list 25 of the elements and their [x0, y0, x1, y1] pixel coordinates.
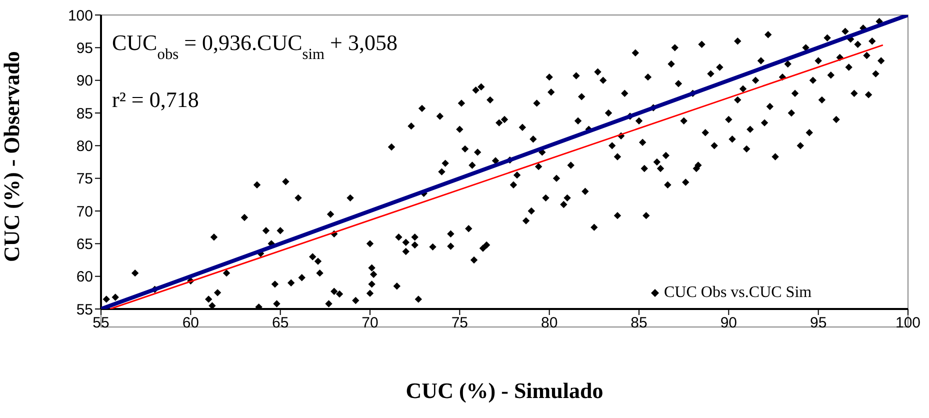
- x-tick-label: 80: [540, 314, 558, 332]
- y-tick-label: 80: [76, 138, 93, 155]
- x-tick-label: 55: [92, 314, 110, 332]
- x-tick-label: 85: [630, 314, 648, 332]
- y-tick-label: 65: [76, 236, 93, 253]
- y-tick-label: 70: [76, 203, 93, 220]
- legend-label: CUC Obs vs.CUC Sim: [663, 284, 813, 302]
- y-tick-label: 90: [76, 72, 93, 90]
- y-tick-label: 85: [76, 105, 93, 122]
- x-tick-label: 70: [362, 314, 378, 332]
- x-tick-label: 65: [272, 314, 289, 332]
- x-tick-label: 95: [810, 314, 827, 332]
- x-tick-label: 90: [720, 314, 738, 332]
- y-axis-title: CUC (%) - Observado: [0, 51, 24, 262]
- y-tick-label: 95: [76, 40, 93, 57]
- x-tick-label: 75: [451, 314, 468, 332]
- y-tick-label: 75: [76, 170, 93, 188]
- annotation: r² = 0,718: [112, 87, 199, 112]
- y-tick-label: 60: [76, 268, 93, 286]
- x-axis-title: CUC (%) - Simulado: [406, 378, 604, 403]
- x-tick-label: 100: [895, 314, 921, 332]
- annotation: CUC$_{obs}$ = 0,936.CUC$_{sim}$ + 3,058: [112, 30, 398, 62]
- y-tick-label: 100: [68, 7, 93, 24]
- y-tick-label: 55: [76, 301, 93, 318]
- x-tick-label: 60: [182, 314, 200, 332]
